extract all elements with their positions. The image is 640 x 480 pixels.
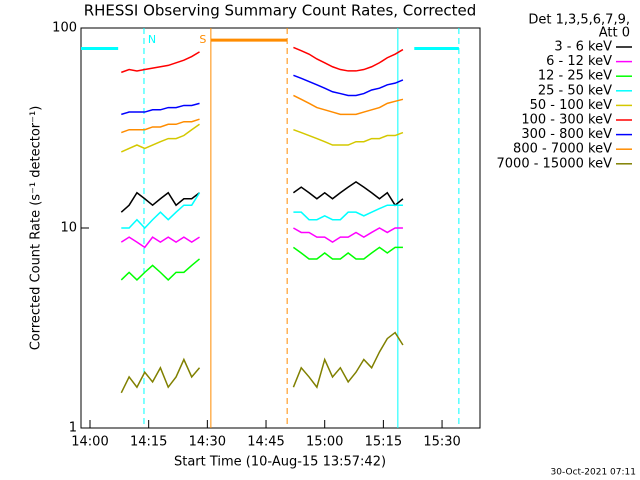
legend-label: 300 - 800 keV bbox=[521, 127, 612, 142]
series-line bbox=[292, 331, 404, 389]
series-line bbox=[293, 204, 403, 221]
series-line bbox=[292, 181, 404, 207]
series-line bbox=[121, 102, 200, 116]
series-line bbox=[121, 192, 201, 230]
series-line bbox=[293, 94, 404, 116]
legend-label: 7000 - 15000 keV bbox=[497, 156, 613, 171]
series-line bbox=[292, 246, 403, 260]
legend-label: 100 - 300 keV bbox=[521, 113, 612, 128]
legend-label: 50 - 100 keV bbox=[530, 98, 613, 113]
marker-label: N bbox=[148, 33, 156, 46]
x-tick-label: 14:45 bbox=[247, 435, 284, 450]
series-line bbox=[293, 46, 404, 72]
x-tick-label: 15:00 bbox=[306, 435, 343, 450]
series-line bbox=[120, 236, 200, 249]
series-line bbox=[293, 227, 403, 244]
legend-label: 3 - 6 keV bbox=[554, 40, 612, 55]
y-axis-label: Corrected Count Rate (s⁻¹ detector⁻¹) bbox=[29, 106, 44, 351]
y-tick-label: 10 bbox=[60, 221, 77, 236]
legend-label: 800 - 7000 keV bbox=[513, 142, 612, 157]
footer: 30-Oct-2021 07:11 bbox=[551, 468, 636, 478]
series-line bbox=[120, 357, 201, 394]
series-line bbox=[120, 258, 201, 281]
legend-title: Att 0 bbox=[599, 26, 630, 41]
y-tick-label: 1 bbox=[69, 421, 77, 436]
x-tick-label: 15:30 bbox=[423, 435, 460, 450]
chart-title: RHESSI Observing Summary Count Rates, Co… bbox=[84, 2, 477, 20]
series-line bbox=[293, 74, 404, 97]
series-line bbox=[121, 118, 200, 134]
series-line bbox=[121, 51, 200, 74]
x-axis-label: Start Time (10-Aug-15 13:57:42) bbox=[174, 455, 386, 470]
x-tick-label: 14:00 bbox=[71, 435, 108, 450]
legend-label: 6 - 12 keV bbox=[546, 54, 612, 69]
x-tick-label: 14:15 bbox=[130, 435, 167, 450]
series-line bbox=[293, 129, 404, 146]
x-tick-label: 15:15 bbox=[365, 435, 402, 450]
x-tick-label: 14:30 bbox=[189, 435, 226, 450]
series-line bbox=[120, 123, 200, 153]
legend-label: 12 - 25 keV bbox=[538, 69, 612, 84]
marker-label: S bbox=[199, 33, 206, 46]
y-tick-label: 100 bbox=[52, 21, 77, 36]
legend-title: Det 1,3,5,6,7,9, bbox=[528, 13, 630, 28]
plot-frame bbox=[80, 27, 481, 429]
series-line bbox=[120, 191, 200, 213]
legend-label: 25 - 50 keV bbox=[538, 83, 612, 98]
